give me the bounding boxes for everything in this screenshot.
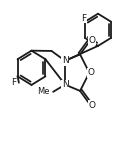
Text: Me: Me <box>37 87 50 96</box>
Text: O: O <box>88 101 95 110</box>
Text: O: O <box>88 36 95 45</box>
Text: N: N <box>62 80 68 89</box>
Text: N: N <box>62 56 68 65</box>
Text: F: F <box>11 78 16 87</box>
Text: O: O <box>88 68 94 77</box>
Text: F: F <box>81 14 86 22</box>
